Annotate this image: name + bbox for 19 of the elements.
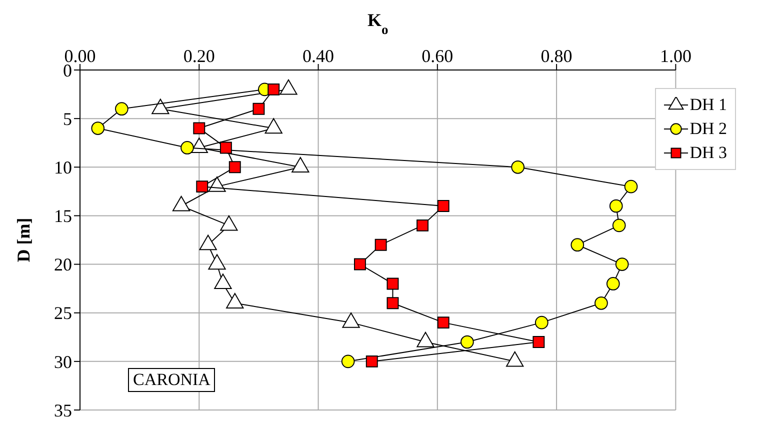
legend-label: DH 3	[690, 143, 727, 163]
legend-label: DH 1	[690, 95, 727, 115]
x-axis-title: K$_{o}$	[367, 10, 388, 36]
y-axis-title: D [m]	[13, 218, 34, 262]
y-tick-label: 25	[54, 303, 72, 324]
x-tick-label: 0.80	[540, 46, 572, 66]
annotation: CARONIA	[128, 368, 216, 392]
y-tick-label: 5	[63, 108, 72, 129]
y-tick-label: 10	[54, 158, 72, 178]
y-tick-label: 20	[54, 254, 72, 275]
legend-label: DH 2	[690, 119, 727, 139]
x-tick-label: 1.00	[660, 46, 692, 66]
x-tick-label: 0.00	[64, 46, 96, 66]
x-tick-label: 0.60	[422, 46, 454, 66]
y-tick-label: 15	[54, 206, 72, 226]
x-tick-label: 0.20	[183, 46, 215, 66]
x-tick-label: 0.40	[302, 46, 334, 66]
y-tick-label: 35	[54, 400, 72, 420]
y-tick-label: 30	[54, 352, 72, 372]
